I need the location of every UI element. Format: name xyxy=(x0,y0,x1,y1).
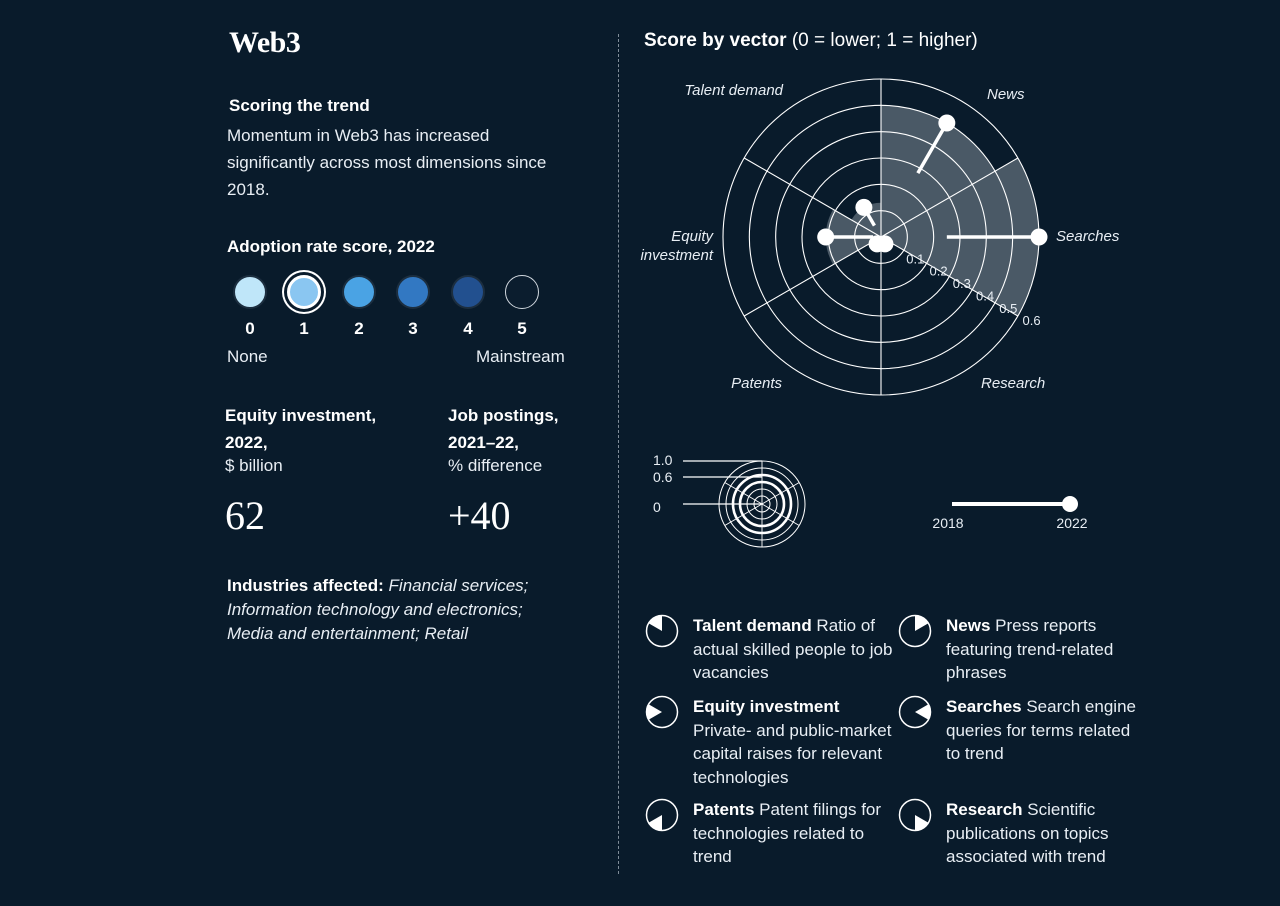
vector-line-news xyxy=(916,122,949,175)
label-equity-1: Equity xyxy=(671,228,714,245)
vector-dot-patents xyxy=(868,235,886,253)
key-axis-60 xyxy=(761,482,800,505)
axis-120 xyxy=(880,236,1019,317)
label-patents: Patents xyxy=(731,375,782,392)
ring-label-0.3: 0.3 xyxy=(953,276,971,291)
adoption-num-2: 2 xyxy=(354,319,364,338)
metric-jobs-unit: % difference xyxy=(448,456,543,475)
chart-title-rest: (0 = lower; 1 = higher) xyxy=(786,30,978,51)
metric-equity: Equity investment, 2022, $ billion 62 xyxy=(225,402,425,539)
metric-jobs-value: +40 xyxy=(448,493,511,538)
metric-equity-heading-1: Equity investment, xyxy=(225,406,377,425)
legend-name-research: Research xyxy=(946,800,1023,819)
key-year-start: 2018 xyxy=(932,515,963,531)
legend-item-searches: Searches Search engine queries for terms… xyxy=(946,695,1146,766)
key-tick-zero: 0 xyxy=(653,499,661,515)
adoption-heading: Adoption rate score, 2022 xyxy=(227,237,435,256)
chart-title: Score by vector (0 = lower; 1 = higher) xyxy=(644,30,978,52)
key-tick-high: 1.0 xyxy=(653,452,673,468)
adoption-high-label: Mainstream xyxy=(476,347,565,366)
scoring-text: Momentum in Web3 has increased significa… xyxy=(227,126,547,199)
legend-item-patents: Patents Patent filings for technologies … xyxy=(693,798,893,869)
legend-icon-patents xyxy=(645,798,679,832)
legend-icon-research xyxy=(898,798,932,832)
label-searches: Searches xyxy=(1056,228,1120,245)
adoption-num-5: 5 xyxy=(517,319,527,338)
key-axis-240 xyxy=(724,503,763,526)
metric-equity-unit: $ billion xyxy=(225,456,283,475)
label-research: Research xyxy=(981,375,1045,392)
adoption-low-label: None xyxy=(227,347,268,366)
label-news: News xyxy=(987,86,1025,103)
metric-equity-value: 62 xyxy=(225,493,265,538)
adoption-num-0: 0 xyxy=(245,319,255,338)
legend-desc-patents: Patent filings for technologies related … xyxy=(693,800,882,866)
adoption-dot-2 xyxy=(342,275,376,309)
legend-icon-talent-demand xyxy=(645,614,679,648)
adoption-num-4: 4 xyxy=(463,319,473,338)
vector-dot-equity-investment xyxy=(817,228,835,246)
adoption-dot-5 xyxy=(505,275,539,309)
scoring-heading: Scoring the trend xyxy=(229,96,370,115)
adoption-dot-1 xyxy=(287,275,321,309)
sector-news xyxy=(881,105,996,237)
industries: Industries affected: Financial services;… xyxy=(227,574,567,646)
legend-desc-talent-demand: Ratio of actual skilled people to job va… xyxy=(693,616,893,682)
key-axis-120 xyxy=(761,503,800,526)
vector-dot-searches xyxy=(1030,228,1048,246)
ring-label-0.2: 0.2 xyxy=(930,264,948,279)
page-title: Web3 xyxy=(229,26,301,59)
key-diagram xyxy=(718,460,806,548)
legend-name-equity-investment: Equity investment xyxy=(693,697,840,716)
legend-item-equity-investment: Equity investment Private- and public-ma… xyxy=(693,695,893,789)
key-tick-mid: 0.6 xyxy=(653,469,673,485)
metric-jobs-heading-2: 2021–22, xyxy=(448,433,519,452)
metric-equity-heading-2: 2022, xyxy=(225,433,268,452)
legend-icon-equity-investment xyxy=(645,695,679,729)
vector-dot-talent-demand xyxy=(855,198,873,216)
key-axis-300 xyxy=(724,482,763,505)
legend-item-talent-demand: Talent demand Ratio of actual skilled pe… xyxy=(693,614,893,685)
legend-name-patents: Patents xyxy=(693,800,755,819)
vector-dot-news xyxy=(938,114,956,132)
label-equity-2: investment xyxy=(640,247,713,264)
adoption-dot-4 xyxy=(451,275,485,309)
chart-title-bold: Score by vector xyxy=(644,30,787,51)
legend-name-talent-demand: Talent demand xyxy=(693,616,812,635)
key-year-end: 2022 xyxy=(1056,515,1087,531)
legend-desc-research: Scientific publications on topics associ… xyxy=(946,800,1109,866)
ring-label-0.4: 0.4 xyxy=(976,288,994,303)
legend-desc-equity-investment: Private- and public-market capital raise… xyxy=(693,720,892,787)
industries-value: Financial services; Information technolo… xyxy=(227,576,529,643)
ring-label-0.1: 0.1 xyxy=(906,251,924,266)
adoption-dot-3 xyxy=(396,275,430,309)
legend-desc-news: Press reports featuring trend-related ph… xyxy=(946,616,1114,682)
legend-desc-searches: Search engine queries for terms related … xyxy=(946,697,1136,763)
radial-chart: 0.1 0.2 0.3 0.4 0.5 0.6 Talent demand News Se… xyxy=(640,78,1120,548)
ring-label-0.6: 0.6 xyxy=(1023,313,1041,328)
metric-jobs-heading-1: Job postings, xyxy=(448,406,559,425)
column-divider xyxy=(618,34,619,874)
adoption-dot-0 xyxy=(233,275,267,309)
key-year-dot xyxy=(1062,496,1078,512)
axis-240 xyxy=(743,236,882,317)
legend-name-searches: Searches xyxy=(946,697,1022,716)
label-talent-demand: Talent demand xyxy=(684,82,783,99)
adoption-num-3: 3 xyxy=(408,319,418,338)
legend-icon-news xyxy=(898,614,932,648)
metric-jobs: Job postings, 2021–22, % difference +40 xyxy=(448,402,608,539)
axis-300 xyxy=(743,157,882,238)
adoption-num-1: 1 xyxy=(299,319,309,338)
legend-name-news: News xyxy=(946,616,991,635)
ring-label-0.5: 0.5 xyxy=(999,301,1017,316)
industries-label: Industries affected: xyxy=(227,576,384,595)
legend-item-research: Research Scientific publications on topi… xyxy=(946,798,1146,869)
axis-60 xyxy=(880,157,1019,238)
legend-item-news: News Press reports featuring trend-relat… xyxy=(946,614,1146,685)
legend-icon-searches xyxy=(898,695,932,729)
